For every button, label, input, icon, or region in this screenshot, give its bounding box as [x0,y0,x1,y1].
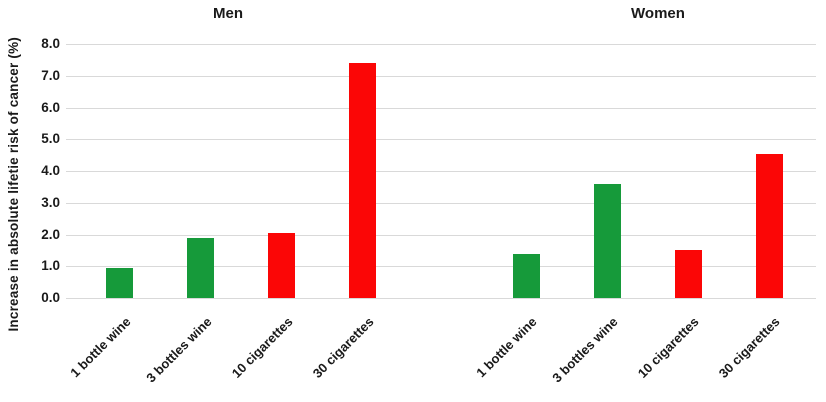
bar-women-3-bottles-wine [593,183,621,298]
y-tick-label-3.0: 3.0 [41,194,60,210]
y-tick-label-7.0: 7.0 [41,67,60,83]
gridline-8.0 [66,44,816,45]
y-tick-label-8.0: 8.0 [41,36,60,51]
gridline-1.0 [66,266,816,268]
y-tick-label-4.0: 4.0 [41,163,60,178]
gridline-2.0 [66,234,816,236]
y-axis-title: Increase in absolute lifetie risk of can… [0,28,26,340]
bar-women-1-bottle-wine [512,253,540,298]
bar-men-10-cigarettes [268,232,295,298]
series-title-women: Women [631,5,685,22]
bar-men-30-cigarettes [349,63,376,298]
bar-men-3-bottles-wine [187,237,214,298]
y-tick-label-1.0: 1.0 [41,258,60,274]
gridline-0.0 [66,298,816,299]
gridline-3.0 [66,202,816,204]
gridline-7.0 [66,75,816,77]
bar-men-1-bottle-wine [106,267,133,298]
y-tick-label-0.0: 0.0 [41,290,60,305]
y-tick-label-2.0: 2.0 [41,226,60,242]
plot-area [66,44,816,299]
series-title-men: Men [213,5,243,22]
gridline-4.0 [66,171,816,172]
y-tick-label-6.0: 6.0 [41,99,60,115]
gridline-6.0 [66,107,816,109]
x-tick-label-men-1-bottle-wine: 1 bottle wine [66,314,134,381]
bar-women-10-cigarettes [674,250,702,298]
bar-women-30-cigarettes [755,153,783,298]
gridline-5.0 [66,139,816,141]
y-axis-title-text: Increase in absolute lifetie risk of can… [5,36,21,332]
y-tick-label-5.0: 5.0 [41,131,60,147]
x-tick-label-women-1-bottle-wine: 1 bottle wine [473,314,540,381]
